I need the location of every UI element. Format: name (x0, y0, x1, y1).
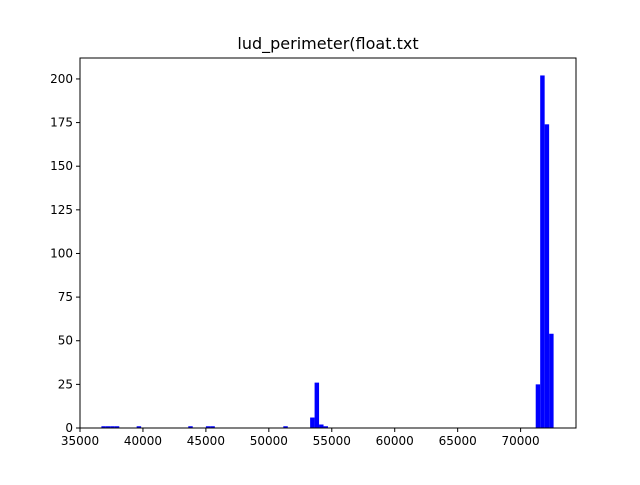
x-tick-label: 70000 (502, 434, 540, 448)
x-tick-label: 45000 (187, 434, 225, 448)
histogram-bar (535, 384, 541, 428)
histogram-bar (110, 426, 115, 428)
plot-frame (79, 57, 577, 429)
histogram-bar (544, 124, 550, 429)
histogram-bar (101, 426, 106, 428)
y-tick-label: 25 (58, 377, 73, 391)
histogram-bar (540, 75, 545, 429)
x-tick-label: 55000 (313, 434, 351, 448)
histogram-bar (210, 426, 215, 428)
x-tick-label: 65000 (439, 434, 477, 448)
histogram-bar (283, 426, 288, 428)
histogram-bar (314, 382, 320, 428)
histogram-bar (205, 426, 211, 428)
x-tick-label: 35000 (61, 434, 99, 448)
y-tick-label: 150 (50, 159, 73, 173)
histogram-bar (310, 417, 315, 428)
bars-group (101, 75, 554, 429)
y-tick-label: 125 (50, 203, 73, 217)
y-tick-label: 175 (50, 116, 73, 130)
y-axis-ticks: 0 25 50 75 100 125 150 175 200 (50, 72, 80, 435)
y-tick-label: 0 (65, 421, 73, 435)
histogram-bar (319, 424, 324, 428)
histogram-bar (114, 426, 120, 428)
histogram-bar (549, 333, 554, 428)
histogram-bar (105, 426, 111, 428)
y-tick-label: 100 (50, 246, 73, 260)
histogram-bar (188, 426, 193, 428)
x-tick-label: 50000 (250, 434, 288, 448)
histogram-bar (136, 426, 142, 428)
x-axis-ticks: 35000 40000 45000 50000 55000 60000 65000 70000 (61, 428, 540, 448)
x-tick-label: 60000 (376, 434, 414, 448)
y-tick-label: 75 (58, 290, 73, 304)
y-tick-label: 200 (50, 72, 73, 86)
x-tick-label: 40000 (124, 434, 162, 448)
y-tick-label: 50 (58, 334, 73, 348)
histogram-bar (323, 426, 328, 428)
chart-title: lud_perimeter(float.txt (237, 34, 418, 54)
